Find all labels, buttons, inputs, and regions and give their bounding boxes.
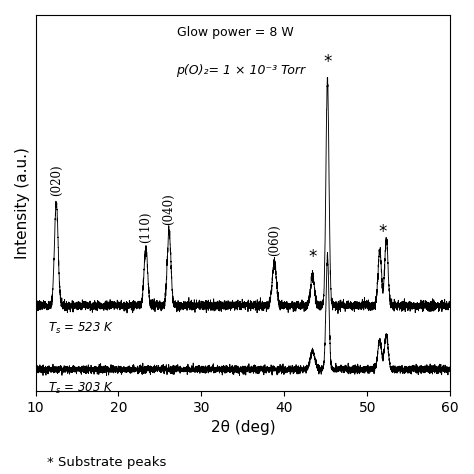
- X-axis label: 2θ (deg): 2θ (deg): [210, 420, 275, 435]
- Text: (110): (110): [139, 211, 152, 243]
- Text: * Substrate peaks: * Substrate peaks: [47, 456, 167, 469]
- Text: p(O)₂= 1 × 10⁻³ Torr: p(O)₂= 1 × 10⁻³ Torr: [176, 64, 306, 77]
- Text: (040): (040): [163, 193, 175, 225]
- Text: *: *: [379, 223, 387, 241]
- Text: Glow power = 8 W: Glow power = 8 W: [176, 26, 293, 39]
- Y-axis label: Intensity (a.u.): Intensity (a.u.): [15, 147, 30, 259]
- Text: (060): (060): [268, 224, 281, 256]
- Text: (020): (020): [50, 164, 63, 196]
- Text: *: *: [309, 248, 317, 266]
- Text: *: *: [323, 53, 332, 71]
- Text: $T_s$ = 303 K: $T_s$ = 303 K: [48, 381, 114, 396]
- Text: $T_s$ = 523 K: $T_s$ = 523 K: [48, 321, 114, 336]
